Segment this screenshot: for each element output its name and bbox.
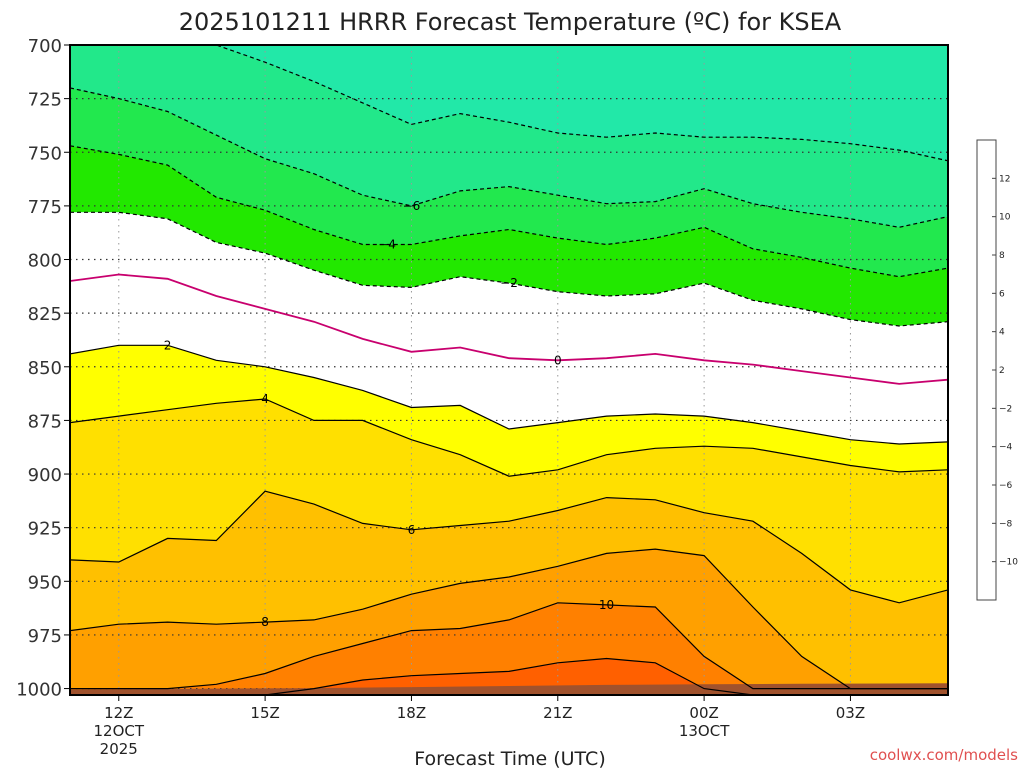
colorbar-tick-label-10: 12 [999, 174, 1010, 184]
y-tick-label-750: 750 [28, 143, 62, 164]
colorbar: −10 −8 −6 −4 −2 2 4 6 8 10 12 [976, 139, 1018, 601]
band-fill-4 [70, 399, 948, 603]
y-tick-label-800: 800 [28, 251, 62, 272]
credit-text: coolwx.com/models [870, 746, 1018, 764]
isotherm-minus2 [70, 211, 948, 327]
colorbar-tick-label-5: 2 [999, 366, 1005, 376]
y-tick-label-775: 775 [28, 197, 62, 218]
x-tick-label-21Z: 21Z [543, 704, 572, 722]
x-tick-date-00Z: 13OCT [679, 722, 730, 740]
x-tick-label-18Z: 18Z [397, 704, 426, 722]
colorbar-tick-label-9: 10 [999, 213, 1011, 223]
band-fill-minus2 [70, 212, 948, 384]
isotherm-lines [70, 45, 948, 695]
x-tick-label-03Z: 03Z [836, 704, 865, 722]
isotherm-labels: −6 −4 −2 0 2 4 6 8 10 [164, 199, 614, 629]
isotherm-10 [70, 602, 948, 690]
isotherm-6 [70, 490, 948, 604]
colorbar-tick-label-8: 8 [999, 251, 1005, 261]
y-axis: 700 725 750 775 800 825 850 875 900 925 950 975 1000 [16, 36, 70, 701]
x-tick-label-00Z: 00Z [689, 704, 718, 722]
band-fill-minus6 [70, 87, 948, 277]
isotherm-minus6 [70, 87, 948, 228]
band-fill-10 [70, 602, 948, 695]
colorbar-tick-label-7: 6 [999, 289, 1005, 299]
colorbar-tick-label-0: −10 [999, 558, 1018, 568]
y-tick-label-725: 725 [28, 90, 62, 111]
x-tick-year-12Z: 2025 [100, 740, 138, 758]
isotherm-label-8: 8 [261, 615, 269, 629]
y-tick-label-975: 975 [28, 626, 62, 647]
isotherm-label-minus2: −2 [500, 276, 518, 290]
y-tick-label-850: 850 [28, 358, 62, 379]
y-tick-label-700: 700 [28, 36, 62, 57]
x-tick-label-15Z: 15Z [250, 704, 279, 722]
isotherm-2 [70, 344, 948, 445]
plot-frame [69, 44, 949, 696]
isotherm-label-6: 6 [408, 523, 416, 537]
isotherm-label-4: 4 [261, 392, 269, 406]
isotherm-label-minus6: −6 [403, 199, 421, 213]
isotherm-label-2: 2 [164, 338, 172, 352]
isotherm-label-10: 10 [599, 598, 614, 612]
colorbar-tick-label-6: 4 [999, 328, 1005, 338]
isotherm-12 [70, 657, 948, 695]
isotherm-minus8 [70, 45, 948, 162]
y-tick-label-825: 825 [28, 304, 62, 325]
band-fill-6 [70, 491, 948, 689]
isotherm-label-minus4: −4 [378, 238, 396, 252]
band-fill-0 [70, 274, 948, 444]
x-tick-label-12Z: 12Z [104, 704, 133, 722]
temperature-fill-bands [70, 45, 948, 695]
isotherm-0 [70, 273, 948, 385]
y-tick-label-875: 875 [28, 411, 62, 432]
grid-lines [70, 45, 948, 695]
chart-title: 2025101211 HRRR Forecast Temperature (ºC… [179, 8, 842, 36]
x-tick-date-12Z: 12OCT [94, 722, 145, 740]
y-tick-label-900: 900 [28, 465, 62, 486]
band-fill-12 [70, 658, 948, 695]
y-tick-label-1000: 1000 [16, 680, 62, 701]
y-tick-label-925: 925 [28, 519, 62, 540]
band-fill-minus4 [70, 145, 948, 326]
x-axis-label: Forecast Time (UTC) [414, 748, 605, 768]
y-tick-label-950: 950 [28, 572, 62, 593]
isotherm-minus4 [70, 145, 948, 278]
colorbar-tick-label-2: −6 [999, 481, 1013, 491]
band-fill-2 [70, 345, 948, 477]
colorbar-tick-label-4: −2 [999, 404, 1012, 414]
colorbar-tick-label-1: −8 [999, 519, 1013, 529]
band-fill-8 [70, 549, 948, 689]
isotherm-8 [70, 548, 948, 690]
band-fill-minus8 [70, 45, 948, 228]
isotherm-label-0: 0 [554, 353, 562, 367]
colorbar-tick-label-3: −4 [999, 443, 1013, 453]
isotherm-4 [70, 398, 948, 477]
